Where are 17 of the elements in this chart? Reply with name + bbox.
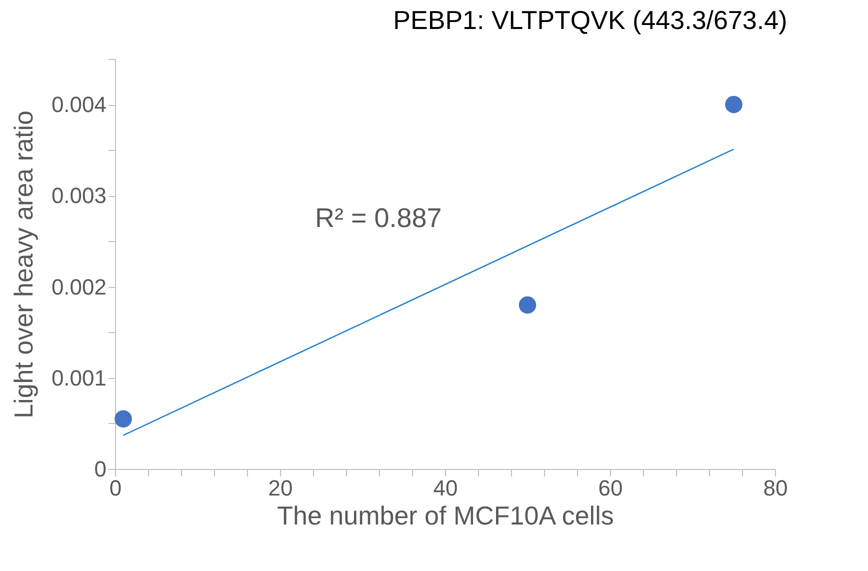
x-axis-title: The number of MCF10A cells <box>277 500 614 530</box>
x-tick-label: 60 <box>598 476 623 500</box>
x-tick-label: 80 <box>763 476 788 500</box>
point <box>725 96 742 114</box>
x-tick-label: 0 <box>109 476 122 500</box>
chart-title: PEBP1: VLTPTQVK (443.3/673.4) <box>393 5 788 35</box>
y-tick-label: 0.003 <box>51 183 106 208</box>
y-tick-label: 0.004 <box>51 92 106 118</box>
x-tick-label: 40 <box>433 476 458 500</box>
x-tick-label: 20 <box>268 476 293 500</box>
point <box>518 296 536 314</box>
point <box>114 410 132 428</box>
annotation: R² = 0.887 <box>315 203 442 233</box>
y-tick-label: 0 <box>94 456 106 482</box>
y-axis-title: Light over heavy area ratio <box>8 110 38 418</box>
y-tick-label: 0.001 <box>51 365 106 390</box>
y-tick-label: 0.002 <box>51 274 106 300</box>
